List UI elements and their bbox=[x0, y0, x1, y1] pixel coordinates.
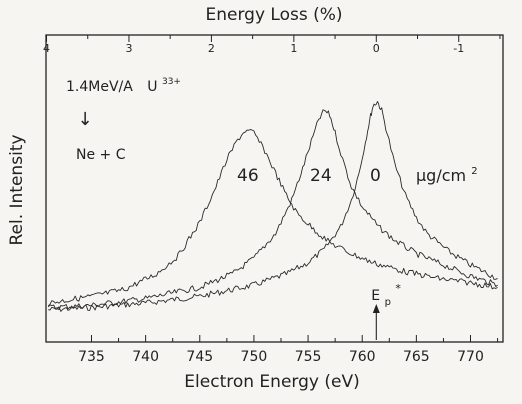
series-line-24 bbox=[47, 109, 498, 311]
x2-tick-label: 2 bbox=[208, 42, 215, 55]
beam-annotation: 1.4MeV/A U 33+ bbox=[66, 77, 181, 95]
ep-marker: E p * bbox=[371, 282, 401, 340]
x2-tick-label: 4 bbox=[43, 42, 50, 55]
ep-superscript: * bbox=[395, 282, 401, 295]
x2-tick-label: 1 bbox=[290, 42, 297, 55]
peak-label-46: 46 bbox=[237, 166, 259, 186]
y-axis-title: Rel. Intensity bbox=[7, 134, 27, 245]
x-tick-label: 755 bbox=[295, 349, 322, 365]
x2-tick-label: -1 bbox=[453, 42, 464, 55]
target-label: Ne + C bbox=[76, 147, 126, 163]
x2-tick-label: 3 bbox=[125, 42, 132, 55]
ion-symbol: U bbox=[147, 79, 157, 95]
plot-frame bbox=[45, 34, 504, 343]
ion-charge: 33+ bbox=[162, 77, 181, 87]
x-tick-label: 770 bbox=[457, 349, 484, 365]
peak-label-24: 24 bbox=[310, 166, 332, 186]
series-line-0 bbox=[48, 101, 498, 312]
top-axis: 4 3 2 1 0 -1 bbox=[43, 35, 501, 55]
beam-energy: 1.4MeV/A bbox=[66, 79, 133, 95]
ep-subscript: p bbox=[385, 297, 391, 308]
thickness-unit: μg/cm 2 bbox=[416, 166, 478, 185]
x2-axis-title: Energy Loss (%) bbox=[205, 5, 342, 25]
x-tick-label: 750 bbox=[241, 349, 268, 365]
x-tick-label: 765 bbox=[403, 349, 430, 365]
curves-layer bbox=[47, 101, 498, 312]
x-tick-label: 760 bbox=[349, 349, 376, 365]
x-tick-label: 745 bbox=[186, 349, 213, 365]
ep-arrow-head bbox=[372, 304, 380, 313]
thickness-unit-base: μg/cm bbox=[416, 166, 466, 185]
bottom-axis: 735 740 745 750 755 760 765 770 bbox=[78, 335, 499, 365]
thickness-unit-power: 2 bbox=[471, 166, 477, 177]
ep-letter: E bbox=[371, 288, 380, 304]
series-line-46 bbox=[47, 129, 498, 307]
peak-label-0: 0 bbox=[370, 166, 381, 186]
beam-arrow: ↓ bbox=[77, 109, 92, 130]
x2-tick-label: 0 bbox=[373, 42, 380, 55]
x-tick-label: 740 bbox=[132, 349, 159, 365]
x-tick-label: 735 bbox=[78, 349, 105, 365]
x-axis-title: Electron Energy (eV) bbox=[184, 372, 359, 392]
ep-label: E p * bbox=[371, 282, 401, 309]
